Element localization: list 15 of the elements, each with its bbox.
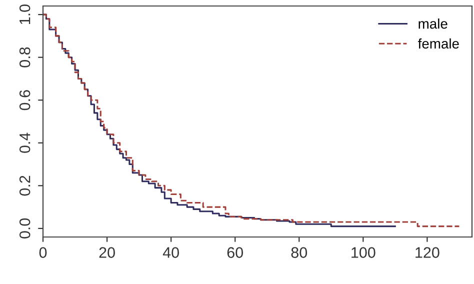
legend-label: female — [418, 38, 459, 49]
y-tick-label: 0.0 — [19, 218, 30, 238]
y-tick-label: 0.2 — [19, 176, 30, 196]
y-tick-label: 0.8 — [19, 47, 30, 68]
x-tick-label: 80 — [291, 247, 308, 258]
x-tick-label: 120 — [416, 247, 440, 258]
x-tick-label: 40 — [162, 247, 179, 258]
legend-label: male — [418, 18, 448, 29]
x-tick-label: 60 — [227, 247, 243, 258]
x-tick-label: 100 — [352, 247, 376, 258]
y-tick-label: 0.6 — [19, 90, 30, 110]
x-tick-label: 0 — [39, 247, 47, 258]
y-tick-label: 1.0 — [19, 4, 30, 24]
x-tick-label: 20 — [99, 247, 115, 258]
y-tick-label: 0.4 — [19, 132, 30, 153]
